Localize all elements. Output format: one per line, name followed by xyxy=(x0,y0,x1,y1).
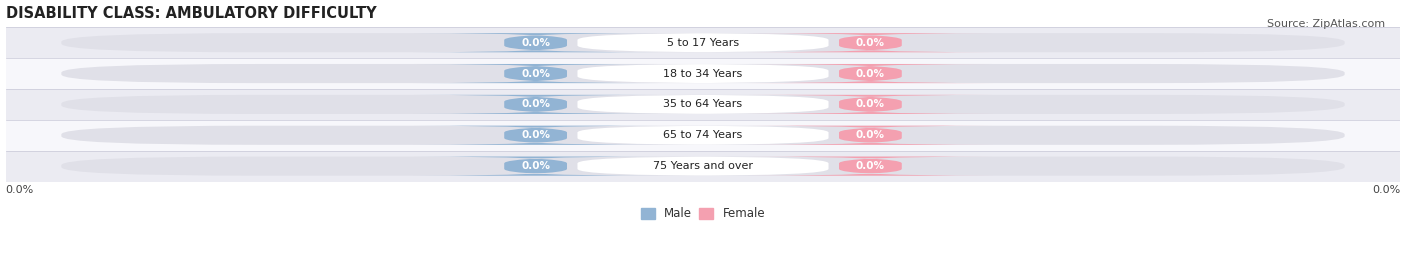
Text: Source: ZipAtlas.com: Source: ZipAtlas.com xyxy=(1267,19,1385,29)
Text: 18 to 34 Years: 18 to 34 Years xyxy=(664,69,742,79)
Text: 0.0%: 0.0% xyxy=(522,38,550,48)
FancyBboxPatch shape xyxy=(578,64,828,83)
FancyBboxPatch shape xyxy=(413,64,658,83)
FancyBboxPatch shape xyxy=(413,33,658,52)
Text: 0.0%: 0.0% xyxy=(522,130,550,140)
Legend: Male, Female: Male, Female xyxy=(636,203,770,225)
Text: 0.0%: 0.0% xyxy=(856,100,884,109)
Bar xyxy=(6,151,1400,182)
Text: 0.0%: 0.0% xyxy=(522,100,550,109)
Bar xyxy=(6,58,1400,89)
Text: DISABILITY CLASS: AMBULATORY DIFFICULTY: DISABILITY CLASS: AMBULATORY DIFFICULTY xyxy=(6,6,377,20)
FancyBboxPatch shape xyxy=(748,126,993,145)
Text: 5 to 17 Years: 5 to 17 Years xyxy=(666,38,740,48)
FancyBboxPatch shape xyxy=(578,33,828,52)
FancyBboxPatch shape xyxy=(578,157,828,176)
FancyBboxPatch shape xyxy=(748,95,993,114)
FancyBboxPatch shape xyxy=(62,157,1344,176)
Text: 0.0%: 0.0% xyxy=(522,161,550,171)
FancyBboxPatch shape xyxy=(578,95,828,114)
FancyBboxPatch shape xyxy=(413,95,658,114)
Text: 0.0%: 0.0% xyxy=(856,69,884,79)
Bar xyxy=(6,120,1400,151)
Bar xyxy=(6,27,1400,58)
FancyBboxPatch shape xyxy=(413,157,658,176)
Text: 0.0%: 0.0% xyxy=(6,185,34,195)
FancyBboxPatch shape xyxy=(748,157,993,176)
FancyBboxPatch shape xyxy=(62,126,1344,145)
Text: 35 to 64 Years: 35 to 64 Years xyxy=(664,100,742,109)
FancyBboxPatch shape xyxy=(748,64,993,83)
FancyBboxPatch shape xyxy=(62,95,1344,114)
Text: 0.0%: 0.0% xyxy=(1372,185,1400,195)
FancyBboxPatch shape xyxy=(748,33,993,52)
FancyBboxPatch shape xyxy=(413,126,658,145)
FancyBboxPatch shape xyxy=(578,126,828,145)
Text: 0.0%: 0.0% xyxy=(856,38,884,48)
Text: 65 to 74 Years: 65 to 74 Years xyxy=(664,130,742,140)
Bar xyxy=(6,89,1400,120)
Text: 0.0%: 0.0% xyxy=(856,161,884,171)
Text: 75 Years and over: 75 Years and over xyxy=(652,161,754,171)
Text: 0.0%: 0.0% xyxy=(856,130,884,140)
FancyBboxPatch shape xyxy=(62,64,1344,83)
Text: 0.0%: 0.0% xyxy=(522,69,550,79)
FancyBboxPatch shape xyxy=(62,33,1344,52)
